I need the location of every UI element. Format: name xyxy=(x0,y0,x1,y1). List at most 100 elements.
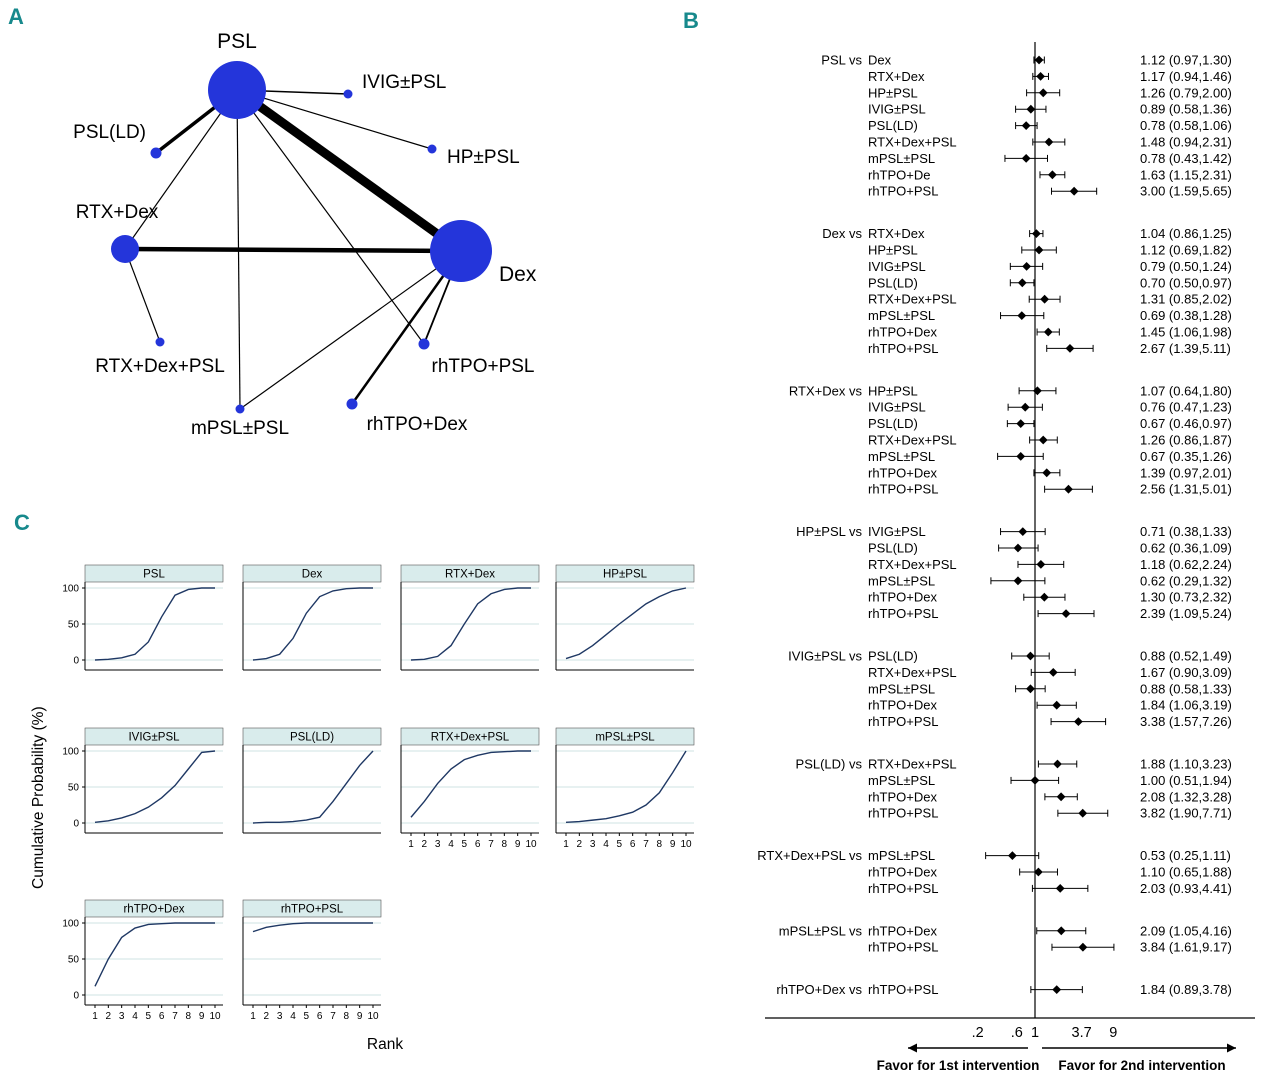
rank-x-tick-label: 10 xyxy=(367,1011,379,1022)
network-node-label: RTX+Dex+PSL xyxy=(95,356,225,377)
forest-estimate-text: 0.70 (0.50,0.97) xyxy=(1140,275,1232,290)
rank-y-tick-label: 0 xyxy=(73,991,79,1002)
forest-estimate-text: 1.45 (1.06,1.98) xyxy=(1140,325,1232,340)
rank-x-tick-label: 2 xyxy=(106,1011,112,1022)
forest-estimate-text: 1.17 (0.94,1.46) xyxy=(1140,69,1232,84)
rank-x-tick-label: 5 xyxy=(462,839,468,850)
rank-x-tick-label: 5 xyxy=(304,1011,310,1022)
network-edge xyxy=(124,246,462,254)
forest-estimate-text: 3.84 (1.61,9.17) xyxy=(1140,940,1232,955)
forest-comparator-label: rhTPO+PSL xyxy=(868,982,938,997)
rank-panel-title-bar xyxy=(84,899,224,918)
forest-point-diamond xyxy=(1036,72,1045,81)
forest-comparator-label: rhTPO+Dex xyxy=(868,325,937,340)
network-node xyxy=(208,61,266,119)
rank-curve xyxy=(252,922,373,933)
forest-point-diamond xyxy=(1036,560,1046,569)
rank-x-tick-label: 9 xyxy=(515,839,521,850)
forest-estimate-text: 3.00 (1.59,5.65) xyxy=(1140,184,1232,199)
forest-estimate-text: 0.88 (0.52,1.49) xyxy=(1140,649,1232,664)
rank-x-tick-label: 5 xyxy=(146,1011,152,1022)
rank-panel-title-bar xyxy=(84,564,224,583)
rank-x-tick-label: 3 xyxy=(119,1011,125,1022)
forest-comparator-label: RTX+Dex+PSL xyxy=(868,665,957,680)
network-node-label: RTX+Dex xyxy=(76,202,159,223)
forest-comparator-label: PSL(LD) xyxy=(868,416,918,431)
forest-comparator-label: mPSL±PSL xyxy=(868,848,935,863)
forest-estimate-text: 1.12 (0.69,1.82) xyxy=(1140,243,1232,258)
forest-comparator-label: mPSL±PSL xyxy=(868,449,935,464)
rank-x-tick-label: 7 xyxy=(172,1011,178,1022)
rank-x-tick-label: 3 xyxy=(435,839,441,850)
rank-x-tick-label: 4 xyxy=(448,839,454,850)
forest-comparator-label: PSL(LD) xyxy=(868,118,918,133)
forest-group-label: PSL(LD) vs xyxy=(796,757,863,772)
forest-comparator-label: rhTPO+PSL xyxy=(868,606,938,621)
rank-x-tick-label: 10 xyxy=(525,839,537,850)
rank-x-tick-label: 7 xyxy=(488,839,494,850)
forest-estimate-text: 0.67 (0.46,0.97) xyxy=(1140,416,1232,431)
forest-comparator-label: rhTPO+Dex xyxy=(868,865,937,880)
rank-x-tick-label: 3 xyxy=(277,1011,283,1022)
rank-x-tick-label: 1 xyxy=(92,1011,98,1022)
rank-y-tick-label: 0 xyxy=(73,819,79,830)
forest-point-diamond xyxy=(1013,576,1023,586)
forest-estimate-text: 0.71 (0.38,1.33) xyxy=(1140,524,1232,539)
forest-point-diamond xyxy=(1073,717,1083,726)
rank-panel-title: HP±PSL xyxy=(603,569,648,581)
forest-comparator-label: HP±PSL xyxy=(868,85,918,100)
rank-x-tick-label: 6 xyxy=(159,1011,165,1022)
forest-estimate-text: 1.39 (0.97,2.01) xyxy=(1140,465,1232,480)
panel-b-label: B xyxy=(683,8,699,33)
forest-point-diamond xyxy=(1030,776,1040,785)
network-node-label: Dex xyxy=(499,263,537,286)
rank-x-tick-label: 1 xyxy=(250,1011,256,1022)
network-edge xyxy=(124,89,238,250)
forest-comparator-label: IVIG±PSL xyxy=(868,400,926,415)
forest-point-diamond xyxy=(1016,419,1026,428)
forest-group-label: HP±PSL vs xyxy=(796,524,862,539)
forest-comparator-label: IVIG±PSL xyxy=(868,524,926,539)
forest-estimate-text: 2.56 (1.31,5.01) xyxy=(1140,482,1232,497)
forest-comparator-label: RTX+Dex+PSL xyxy=(868,135,957,150)
forest-point-diamond xyxy=(1065,344,1075,353)
rank-x-tick-label: 4 xyxy=(603,839,609,850)
rank-panel-title: PSL(LD) xyxy=(290,732,334,744)
forest-estimate-text: 2.09 (1.05,4.16) xyxy=(1140,923,1232,938)
forest-comparator-label: HP±PSL xyxy=(868,383,918,398)
forest-point-diamond xyxy=(1064,484,1073,494)
forest-comparator-label: RTX+Dex+PSL xyxy=(868,292,957,307)
forest-estimate-text: 0.69 (0.38,1.28) xyxy=(1140,308,1232,323)
rank-curve xyxy=(94,922,215,987)
forest-estimate-text: 1.07 (0.64,1.80) xyxy=(1140,383,1232,398)
rank-x-tick-label: 8 xyxy=(502,839,508,850)
panel-c-label: C xyxy=(14,510,30,535)
forest-estimate-text: 1.88 (1.10,3.23) xyxy=(1140,757,1232,772)
forest-comparator-label: PSL(LD) xyxy=(868,649,918,664)
favor-left-arrow-head xyxy=(908,1043,917,1053)
forest-comparator-label: rhTPO+PSL xyxy=(868,940,938,955)
network-node xyxy=(155,337,165,347)
forest-comparator-label: rhTPO+PSL xyxy=(868,184,938,199)
rank-x-tick-label: 5 xyxy=(617,839,623,850)
forest-comparator-label: rhTPO+PSL xyxy=(868,482,938,497)
forest-point-diamond xyxy=(1022,262,1032,271)
rank-y-tick-label: 50 xyxy=(68,783,80,794)
rank-y-tick-label: 50 xyxy=(68,620,80,631)
rank-curve xyxy=(94,750,216,823)
rank-panel-title: Dex xyxy=(302,569,323,581)
forest-comparator-label: IVIG±PSL xyxy=(868,259,926,274)
forest-comparator-label: rhTPO+PSL xyxy=(868,714,938,729)
forest-estimate-text: 0.62 (0.29,1.32) xyxy=(1140,573,1232,588)
forest-point-diamond xyxy=(1052,985,1062,994)
forest-group-label: IVIG±PSL vs xyxy=(788,649,862,664)
forest-point-diamond xyxy=(1007,851,1017,860)
rank-y-tick-label: 100 xyxy=(62,584,79,595)
forest-axis-tick-label: 9 xyxy=(1109,1025,1117,1041)
forest-estimate-text: 1.18 (0.62,2.24) xyxy=(1140,557,1232,572)
forest-estimate-text: 0.88 (0.58,1.33) xyxy=(1140,681,1232,696)
forest-point-diamond xyxy=(1034,55,1044,65)
rank-panel-title-bar xyxy=(555,727,695,746)
forest-axis-tick-label: 1 xyxy=(1031,1025,1039,1041)
forest-group-label: rhTPO+Dex vs xyxy=(776,982,862,997)
